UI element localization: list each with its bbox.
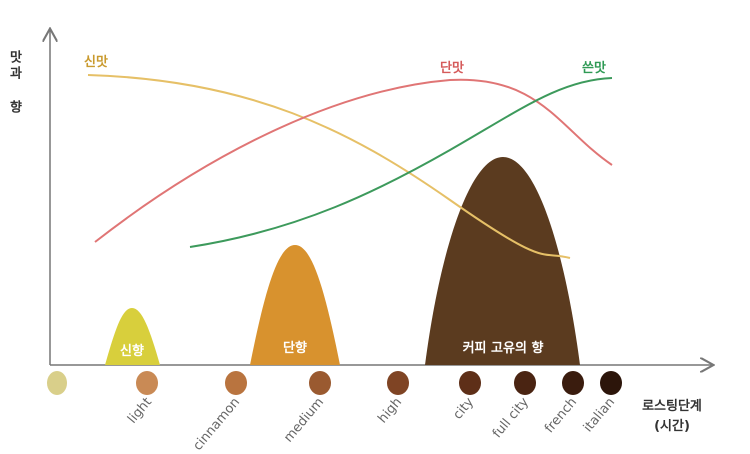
bean	[459, 371, 481, 395]
stage-label: italian	[581, 395, 618, 435]
bean	[309, 371, 331, 395]
stage-label: high	[375, 395, 405, 426]
stage-label: full city	[490, 395, 532, 441]
x-axis-label: 로스팅단계	[642, 398, 702, 414]
bean	[562, 371, 584, 395]
stage-label: cinnamon	[190, 395, 243, 450]
aroma-hump	[250, 245, 340, 365]
bean	[600, 371, 622, 395]
aroma-label: 신향	[120, 343, 144, 359]
stage-label: french	[542, 395, 580, 436]
aroma-label: 단향	[283, 340, 307, 356]
aroma-hump	[425, 157, 580, 365]
taste-curve	[87, 74, 571, 259]
stage-label: medium	[281, 395, 327, 446]
taste-curve	[94, 78, 613, 243]
taste-label: 신맛	[84, 54, 108, 70]
aroma-hump	[105, 308, 160, 365]
taste-curve	[189, 77, 613, 248]
taste-label: 쓴맛	[582, 60, 606, 76]
x-axis-sublabel: (시간)	[654, 418, 690, 434]
bean	[136, 371, 158, 395]
beans	[47, 371, 622, 395]
stage-label: light	[125, 395, 155, 427]
bean	[47, 371, 67, 395]
aroma-label: 커피 고유의 향	[463, 340, 544, 356]
taste-label: 단맛	[440, 60, 464, 76]
stage-label: city	[450, 395, 477, 423]
bean	[514, 371, 536, 395]
bean	[387, 371, 409, 395]
y-axis-label: 맛과 향	[7, 49, 22, 116]
stage-labels: light cinnamon medium high city full cit…	[125, 395, 618, 454]
bean	[225, 371, 247, 395]
